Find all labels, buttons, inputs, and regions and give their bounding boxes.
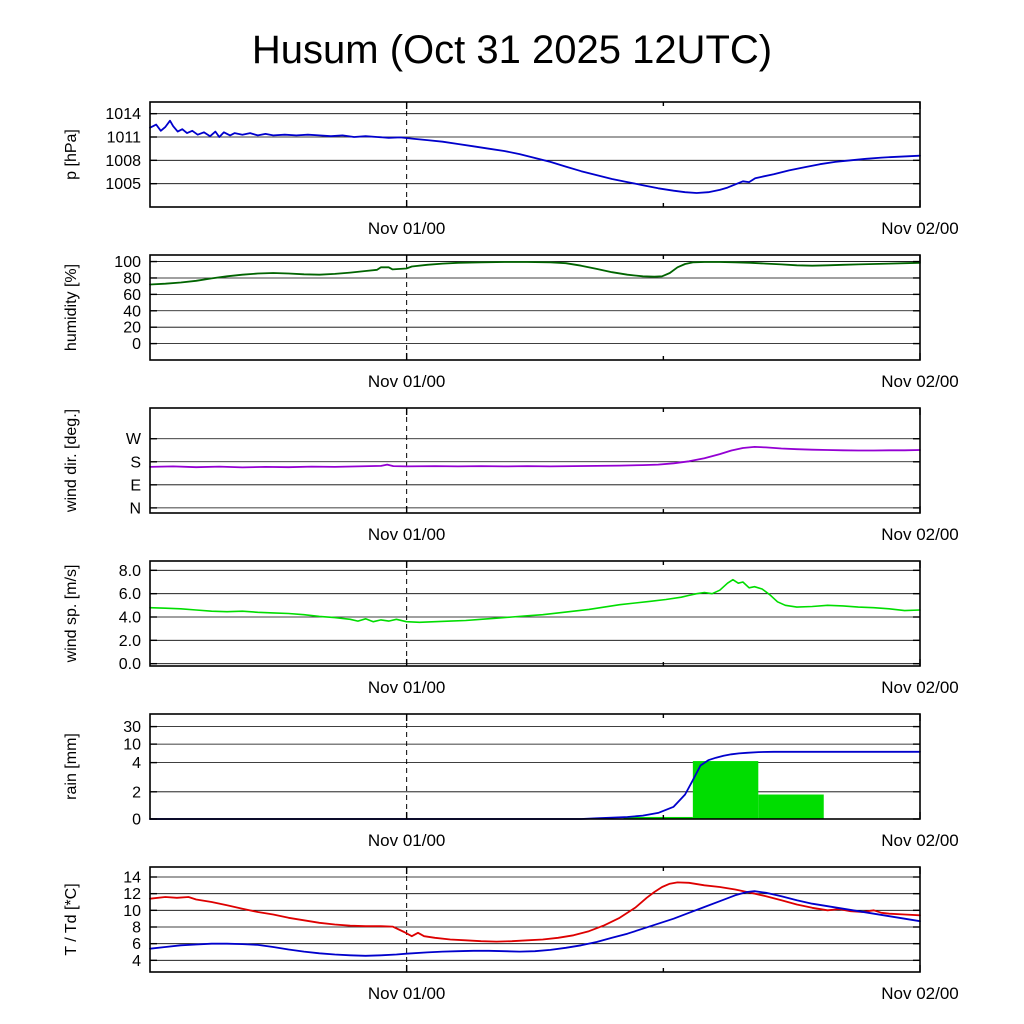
series-wind-direction bbox=[149, 446, 921, 469]
rain-bar bbox=[758, 794, 824, 819]
y-tick-label: 6 bbox=[132, 936, 141, 953]
y-tick-label: 1008 bbox=[105, 153, 141, 170]
chart-wind-speed: Nov 01/00 Nov 02/00 0.0 2.0 4.0 6.0 8.0 wind sp… bbox=[63, 560, 959, 697]
y-tick-label: 2.0 bbox=[119, 633, 141, 650]
y-tick-label: 4.0 bbox=[119, 610, 141, 627]
y-tick-label: 60 bbox=[123, 287, 141, 304]
y-tick-label: 10 bbox=[123, 737, 141, 754]
y-tick-label: W bbox=[126, 431, 142, 448]
rain-bar bbox=[692, 761, 759, 819]
y-tick-label: 20 bbox=[123, 320, 141, 337]
series-wind-speed bbox=[149, 578, 921, 624]
y-tick-label: 0.0 bbox=[119, 656, 141, 673]
y-tick-label: 2 bbox=[132, 784, 141, 801]
plot-border bbox=[149, 254, 921, 361]
y-axis-title: wind dir. [deg.] bbox=[63, 409, 80, 513]
panel-rain: Nov 01/00 Nov 02/00 0 2 4 10 30 rain [mm] bbox=[0, 712, 1024, 865]
y-axis-title: p [hPa] bbox=[63, 129, 80, 180]
x-tick-label: Nov 02/00 bbox=[881, 678, 959, 697]
y-tick-label: 0 bbox=[132, 336, 141, 353]
y-axis-title: wind sp. [m/s] bbox=[63, 565, 80, 664]
x-tick-label: Nov 02/00 bbox=[881, 831, 959, 850]
plot-border bbox=[149, 713, 921, 820]
y-tick-label: N bbox=[129, 500, 141, 517]
series-pressure bbox=[149, 119, 921, 194]
series-humidity bbox=[149, 261, 921, 286]
y-tick-label: E bbox=[130, 477, 141, 494]
y-tick-label: 40 bbox=[123, 303, 141, 320]
plot-border bbox=[149, 866, 921, 973]
y-tick-label: 1005 bbox=[105, 176, 141, 193]
y-axis-title: T / Td [*C] bbox=[63, 883, 80, 955]
x-tick-label: Nov 01/00 bbox=[368, 525, 446, 544]
y-axis-title: rain [mm] bbox=[63, 733, 80, 800]
y-tick-label: 30 bbox=[123, 719, 141, 736]
x-tick-label: Nov 01/00 bbox=[368, 984, 446, 1003]
x-tick-label: Nov 02/00 bbox=[881, 525, 959, 544]
y-tick-label: 0 bbox=[132, 812, 141, 829]
series-dewpoint bbox=[149, 890, 921, 957]
y-tick-label: 1014 bbox=[105, 106, 141, 123]
plot-border bbox=[149, 560, 921, 667]
y-tick-label: 1011 bbox=[107, 130, 142, 147]
chart-pressure: Nov 01/00 Nov 02/00 1005 1008 1011 1014 p [hPa… bbox=[63, 101, 959, 238]
y-tick-label: 4 bbox=[132, 953, 141, 970]
x-tick-label: Nov 02/00 bbox=[881, 984, 959, 1003]
y-axis-title: humidity [%] bbox=[63, 264, 80, 351]
plot-border bbox=[149, 407, 921, 514]
y-tick-label: 10 bbox=[123, 903, 141, 920]
rain-bar bbox=[623, 816, 693, 819]
y-tick-label: 100 bbox=[114, 254, 141, 271]
plot-border bbox=[149, 101, 921, 208]
panel-wind-speed: Nov 01/00 Nov 02/00 0.0 2.0 4.0 6.0 8.0 wind sp… bbox=[0, 559, 1024, 712]
chart-title: Husum (Oct 31 2025 12UTC) bbox=[251, 27, 773, 72]
y-tick-label: 4 bbox=[132, 755, 141, 772]
y-tick-label: 12 bbox=[123, 886, 141, 903]
x-tick-label: Nov 01/00 bbox=[368, 372, 446, 391]
series-temperature bbox=[149, 881, 921, 943]
x-tick-label: Nov 01/00 bbox=[368, 831, 446, 850]
y-tick-label: 8.0 bbox=[119, 563, 141, 580]
y-tick-label: 8 bbox=[132, 920, 141, 937]
x-tick-label: Nov 01/00 bbox=[368, 219, 446, 238]
panel-humidity: Nov 01/00 Nov 02/00 0 20 40 60 80 100 humidity [… bbox=[0, 253, 1024, 406]
y-tick-label: 80 bbox=[123, 270, 141, 287]
x-tick-label: Nov 02/00 bbox=[881, 219, 959, 238]
y-tick-label: 14 bbox=[123, 870, 141, 887]
y-tick-label: S bbox=[130, 454, 141, 471]
y-tick-label: 6.0 bbox=[119, 586, 141, 603]
panel-temperature: Nov 01/00 Nov 02/00 4 6 8 10 12 14 T / Td [*C] bbox=[0, 865, 1024, 1018]
panel-pressure: Nov 01/00 Nov 02/00 1005 1008 1011 1014 p [hPa… bbox=[0, 100, 1024, 253]
x-tick-label: Nov 01/00 bbox=[368, 678, 446, 697]
x-tick-label: Nov 02/00 bbox=[881, 372, 959, 391]
